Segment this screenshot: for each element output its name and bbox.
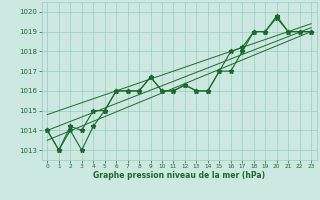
- X-axis label: Graphe pression niveau de la mer (hPa): Graphe pression niveau de la mer (hPa): [93, 171, 265, 180]
